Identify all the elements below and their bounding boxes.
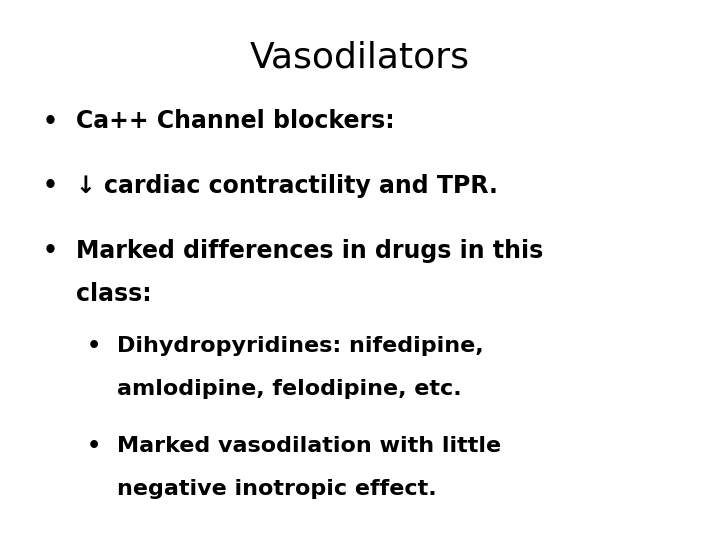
Text: •: • xyxy=(43,239,58,263)
Text: negative inotropic effect.: negative inotropic effect. xyxy=(117,478,437,499)
Text: Marked vasodilation with little: Marked vasodilation with little xyxy=(117,435,502,456)
Text: •: • xyxy=(86,435,101,456)
Text: Ca++ Channel blockers:: Ca++ Channel blockers: xyxy=(76,110,395,133)
Text: ↓ cardiac contractility and TPR.: ↓ cardiac contractility and TPR. xyxy=(76,174,498,198)
Text: amlodipine, felodipine, etc.: amlodipine, felodipine, etc. xyxy=(117,379,462,399)
Text: class:: class: xyxy=(76,282,151,306)
Text: Vasodilators: Vasodilators xyxy=(250,40,470,75)
Text: •: • xyxy=(43,174,58,198)
Text: Marked differences in drugs in this: Marked differences in drugs in this xyxy=(76,239,543,263)
Text: •: • xyxy=(86,335,101,356)
Text: •: • xyxy=(43,110,58,133)
Text: Dihydropyridines: nifedipine,: Dihydropyridines: nifedipine, xyxy=(117,335,484,356)
